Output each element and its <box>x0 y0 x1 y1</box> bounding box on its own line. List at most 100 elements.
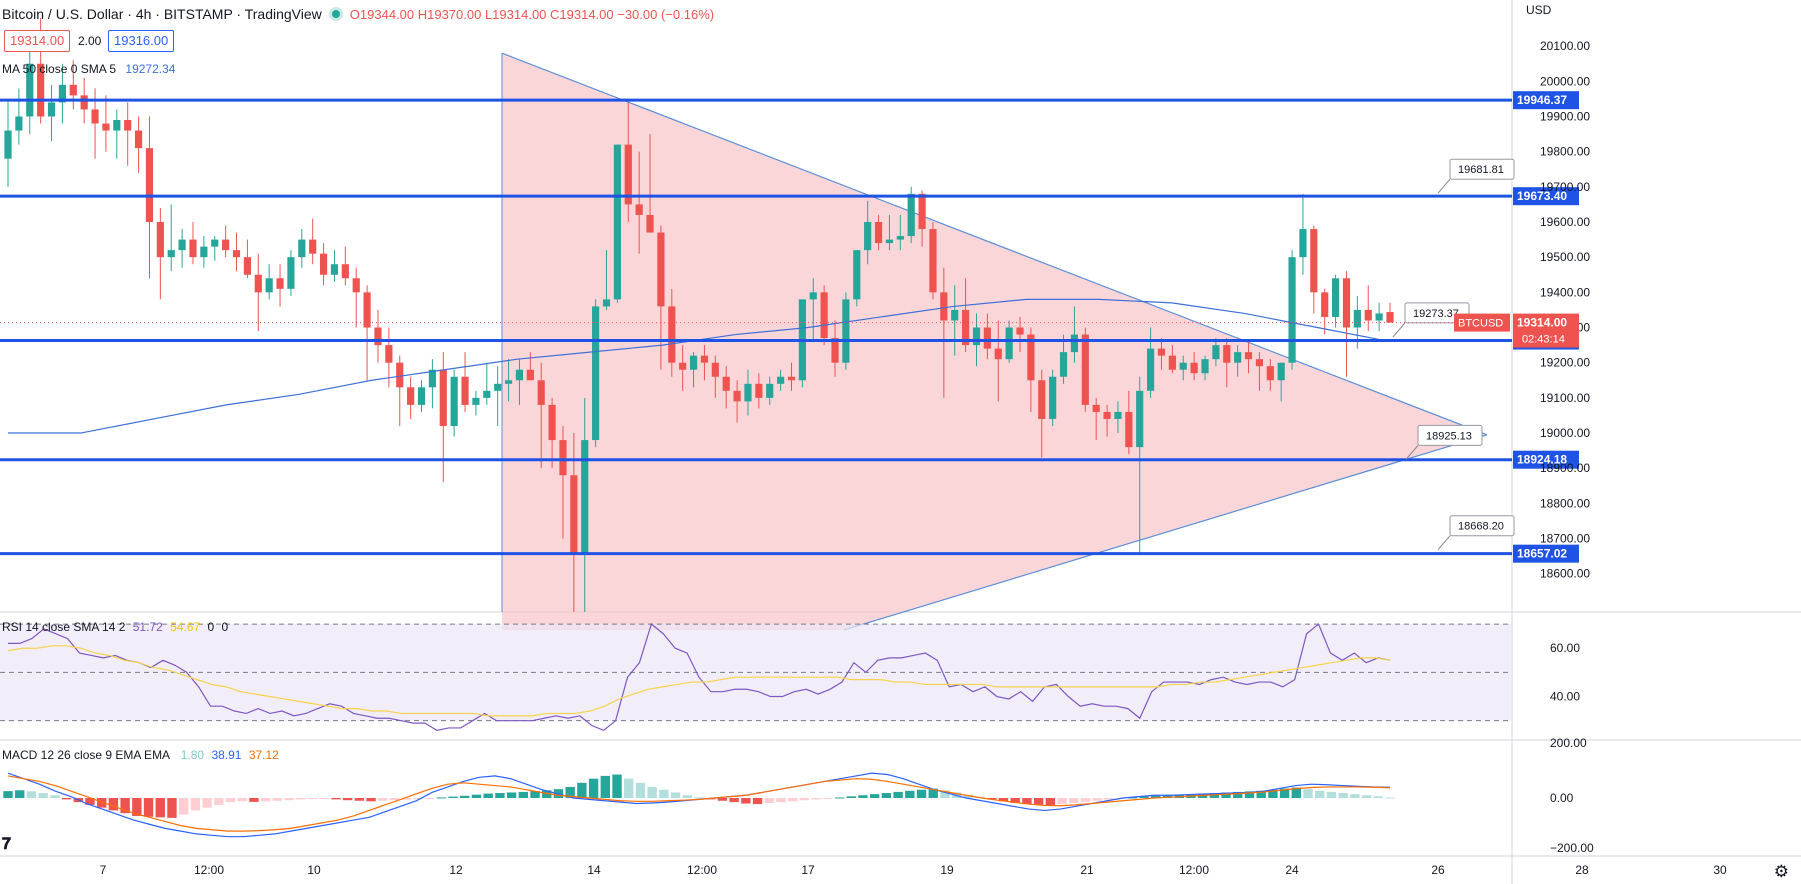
candle-body <box>26 63 34 117</box>
macd-legend[interactable]: MACD 12 26 close 9 EMA EMA 1.80 38.91 37… <box>2 748 279 762</box>
candle-body <box>156 222 164 258</box>
price-tick-label: 18600.00 <box>1540 567 1590 581</box>
countdown-label: 02:43:14 <box>1522 334 1565 346</box>
macd-histogram-bar <box>38 793 48 798</box>
level-price-tag <box>1513 544 1579 563</box>
macd-histogram-bar <box>108 798 119 811</box>
chart-header: Bitcoin / U.S. Dollar · 4h · BITSTAMP · … <box>2 0 714 28</box>
macd-histogram-bar <box>26 791 37 798</box>
macd-tick-label: 200.00 <box>1550 736 1587 750</box>
candle-body <box>385 345 393 363</box>
macd-histogram-bar <box>1022 798 1032 805</box>
price-tick-label: 19200.00 <box>1540 356 1590 370</box>
macd-histogram-bar <box>1268 789 1278 798</box>
ask-price-button[interactable]: 19316.00 <box>108 30 175 52</box>
candle-body <box>178 239 186 251</box>
candle-body <box>1005 327 1013 360</box>
candle-body <box>428 369 436 388</box>
gear-icon[interactable]: ⚙ <box>1773 862 1789 881</box>
candle-body <box>646 214 654 233</box>
macd-histogram-bar <box>424 798 435 799</box>
candle-body <box>113 120 121 131</box>
callout-label: 18668.20 <box>1458 521 1504 533</box>
candle-body <box>657 232 665 307</box>
macd-histogram-bar <box>319 798 329 799</box>
macd-histogram-bar <box>1303 789 1313 798</box>
macd-histogram-bar <box>624 778 634 798</box>
candle-body <box>287 257 295 289</box>
macd-histogram-bar <box>612 774 622 798</box>
candle-body <box>1070 334 1079 353</box>
macd-histogram-bar <box>366 798 376 802</box>
macd-histogram-bar <box>588 778 599 798</box>
macd-histogram-bar <box>1127 797 1138 799</box>
symbol-title[interactable]: Bitcoin / U.S. Dollar · 4h · BITSTAMP · … <box>2 6 322 22</box>
rsi-extra-1: 0 <box>207 620 215 634</box>
candle-body <box>787 376 796 381</box>
time-tick-label: 12 <box>449 863 463 877</box>
macd-histogram-bar <box>143 798 154 817</box>
candle-body <box>777 376 785 384</box>
macd-histogram-bar <box>916 789 927 798</box>
candle-body <box>1277 362 1285 381</box>
candle-body <box>439 369 447 426</box>
candle-body <box>352 278 360 293</box>
candle-body <box>1266 366 1274 381</box>
time-tick-label: 12:00 <box>194 863 224 877</box>
macd-hist-value: 1.80 <box>180 748 205 762</box>
candle-body <box>1016 327 1024 335</box>
last-price-tag <box>1513 313 1579 348</box>
price-tick-label: 19500.00 <box>1540 250 1590 264</box>
macd-histogram-bar <box>225 798 236 803</box>
candle-body <box>319 253 328 275</box>
candle-body <box>37 63 45 117</box>
candle-body <box>1201 359 1209 374</box>
macd-histogram-bar <box>940 790 950 798</box>
macd-histogram-bar <box>1279 788 1290 798</box>
rsi-legend[interactable]: RSI 14 close SMA 14 2 51.72 54.67 0 0 <box>2 620 228 634</box>
macd-histogram-bar <box>413 798 423 800</box>
macd-histogram-bar <box>167 798 177 818</box>
macd-histogram-bar <box>1162 795 1173 798</box>
candle-body <box>4 130 12 159</box>
candle-body <box>298 239 306 258</box>
macd-histogram-bar <box>1080 798 1091 802</box>
ma-legend[interactable]: MA 50 close 0 SMA 5 19272.34 <box>2 62 175 76</box>
macd-histogram-bar <box>85 798 95 805</box>
candle-body <box>994 348 1002 360</box>
macd-histogram-bar <box>1104 798 1114 800</box>
macd-histogram-bar <box>1092 798 1102 801</box>
macd-histogram-bar <box>799 798 810 801</box>
candle-body <box>69 84 77 96</box>
candle-body <box>1168 355 1176 370</box>
bid-price-button[interactable]: 19314.00 <box>4 30 71 52</box>
last-price-label: 19314.00 <box>1517 316 1567 330</box>
macd-histogram-bar <box>998 798 1009 802</box>
callout-pointer <box>1405 445 1419 460</box>
macd-histogram-bar <box>752 798 763 805</box>
macd-histogram-bar <box>61 798 72 800</box>
macd-histogram-bar <box>635 782 646 798</box>
candle-body <box>711 362 719 377</box>
callout-box <box>1449 158 1515 180</box>
candle-body <box>907 193 915 237</box>
candle-body <box>189 239 197 258</box>
macd-histogram-bar <box>132 798 142 816</box>
candle-body <box>396 362 404 388</box>
level-price-label: 19946.37 <box>1517 93 1567 107</box>
candle-body <box>962 309 970 346</box>
candle-body <box>232 250 241 258</box>
rsi-line <box>8 623 1391 732</box>
macd-histogram-bar <box>237 798 247 802</box>
callout-label: 19681.81 <box>1458 164 1504 176</box>
macd-histogram-bar <box>272 798 283 801</box>
candle-body <box>58 84 67 103</box>
macd-histogram-bar <box>202 798 212 808</box>
time-tick-label: 12:00 <box>687 863 717 877</box>
candle-body <box>1364 309 1372 321</box>
tradingview-logo-icon[interactable]: 𝟕 <box>2 834 11 853</box>
candle-body <box>145 148 154 222</box>
macd-histogram-bar <box>495 793 505 798</box>
candle-body <box>1299 229 1307 258</box>
